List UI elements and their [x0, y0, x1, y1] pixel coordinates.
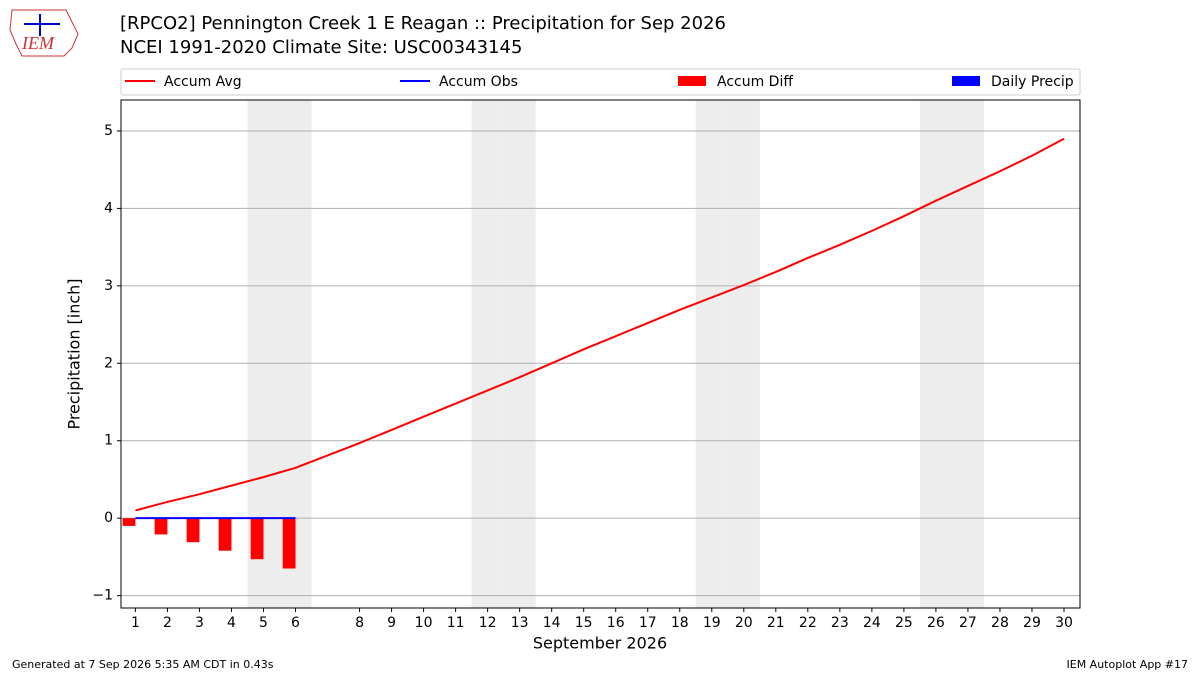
x-tick-label: 6	[291, 615, 300, 631]
y-axis-label: Precipitation [inch]	[65, 278, 84, 429]
chart-title: [RPCO2] Pennington Creek 1 E Reagan :: P…	[120, 13, 726, 34]
chart-subtitle: NCEI 1991-2020 Climate Site: USC00343145	[120, 37, 522, 58]
x-tick-label: 14	[543, 615, 561, 631]
bar	[250, 518, 264, 560]
y-tick-label: 4	[104, 200, 113, 216]
weekend-shade	[919, 100, 952, 608]
x-tick-label: 4	[227, 615, 236, 631]
x-tick-label: 8	[355, 615, 364, 631]
x-tick-label: 25	[895, 615, 913, 631]
x-tick-label: 27	[959, 615, 977, 631]
x-tick-label: 24	[863, 615, 881, 631]
legend-label: Accum Diff	[717, 74, 793, 90]
x-tick-label: 21	[767, 615, 785, 631]
x-tick-label: 9	[387, 615, 396, 631]
legend-label: Daily Precip	[991, 74, 1074, 90]
x-tick-label: 30	[1055, 615, 1073, 631]
bar	[154, 518, 168, 535]
weekend-shade	[503, 100, 536, 608]
x-tick-label: 26	[927, 615, 945, 631]
bar	[186, 518, 200, 543]
legend	[120, 68, 1081, 96]
x-tick-label: 1	[131, 615, 140, 631]
footer-left: Generated at 7 Sep 2026 5:35 AM CDT in 0…	[12, 658, 274, 671]
logo-text: IEM	[21, 33, 55, 53]
x-tick-label: 10	[415, 615, 433, 631]
x-tick-label: 15	[575, 615, 593, 631]
x-tick-label: 16	[607, 615, 625, 631]
x-tick-label: 20	[735, 615, 753, 631]
x-tick-label: 17	[639, 615, 657, 631]
legend-swatch	[952, 76, 980, 86]
weekend-shade	[471, 100, 504, 608]
x-tick-label: 19	[703, 615, 721, 631]
x-tick-label: 13	[511, 615, 529, 631]
x-tick-label: 5	[259, 615, 268, 631]
plot-frame	[120, 99, 1081, 609]
bar	[218, 518, 232, 551]
legend-label: Accum Avg	[164, 74, 242, 90]
y-tick-label: 1	[104, 433, 113, 449]
footer-right: IEM Autoplot App #17	[1067, 658, 1189, 671]
y-tick-label: 2	[104, 355, 113, 371]
weekend-shade	[951, 100, 984, 608]
logo: IEM	[9, 9, 79, 57]
weekend-shade	[695, 100, 728, 608]
x-tick-label: 22	[799, 615, 817, 631]
y-tick-label: −1	[92, 588, 113, 604]
x-tick-label: 12	[479, 615, 497, 631]
line	[135, 137, 1065, 512]
x-tick-label: 29	[1023, 615, 1041, 631]
x-tick-label: 28	[991, 615, 1009, 631]
x-tick-label: 11	[447, 615, 465, 631]
weekend-shade	[727, 100, 760, 608]
y-tick-label: 3	[104, 278, 113, 294]
x-axis-label: September 2026	[533, 634, 667, 653]
legend-label: Accum Obs	[439, 74, 518, 90]
x-tick-label: 23	[831, 615, 849, 631]
y-tick-label: 5	[104, 123, 113, 139]
bar	[122, 518, 136, 526]
logo-outline	[9, 9, 79, 57]
x-tick-label: 2	[163, 615, 172, 631]
bar	[282, 518, 296, 569]
x-tick-label: 3	[195, 615, 204, 631]
x-tick-label: 18	[671, 615, 689, 631]
legend-swatch	[678, 76, 706, 86]
y-tick-label: 0	[104, 510, 113, 526]
